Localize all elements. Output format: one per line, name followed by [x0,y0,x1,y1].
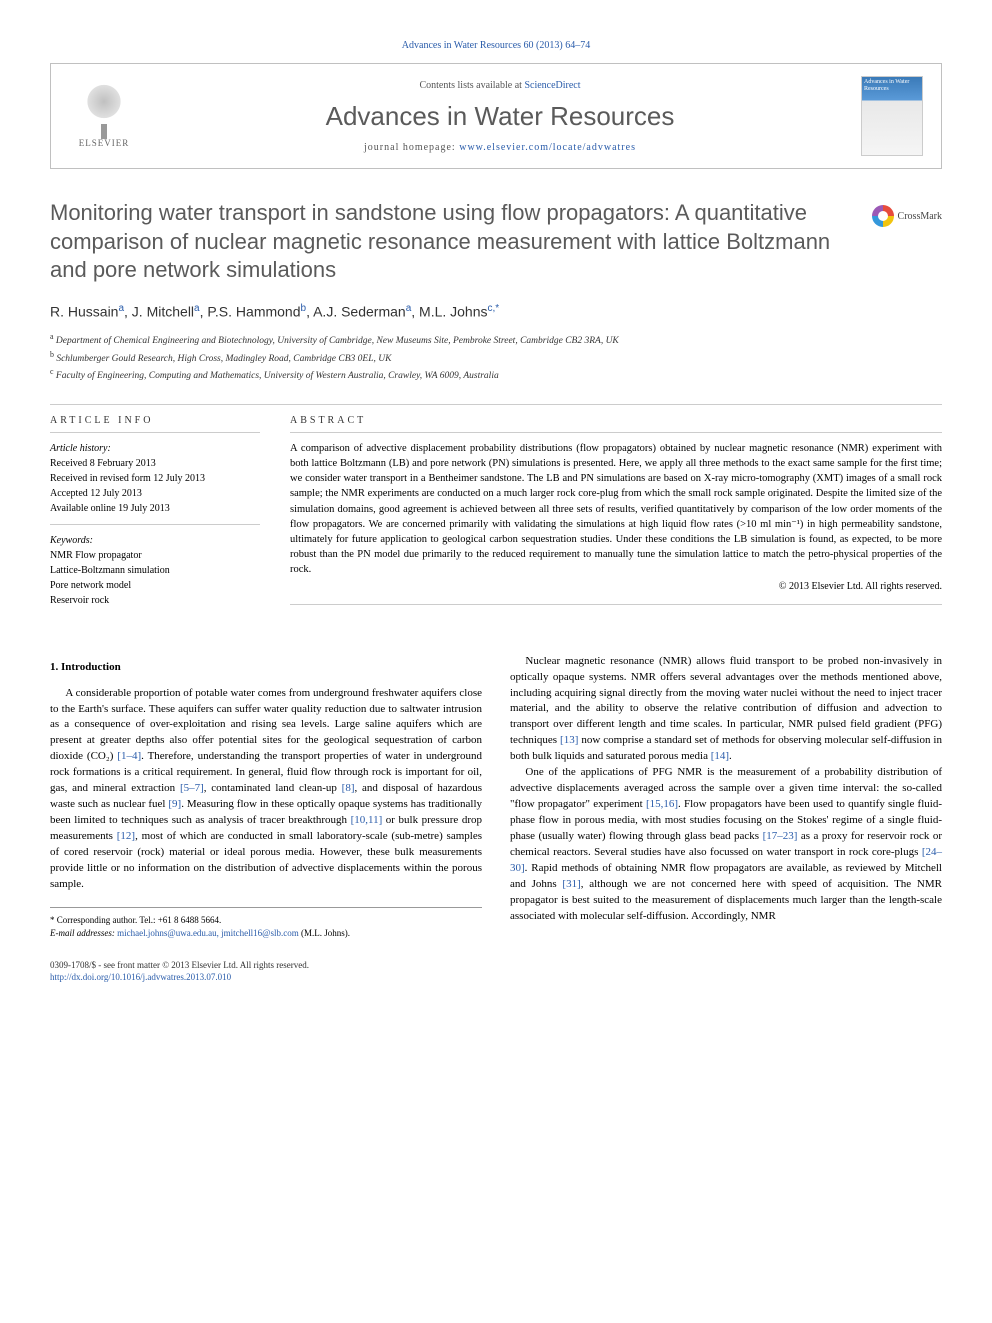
sciencedirect-link[interactable]: ScienceDirect [524,80,580,91]
abstract-copyright: © 2013 Elsevier Ltd. All rights reserved… [290,580,942,595]
divider [50,404,942,405]
contents-available: Contents lists available at ScienceDirec… [139,80,861,91]
footer-bar: 0309-1708/$ - see front matter © 2013 El… [50,959,942,984]
journal-cover-thumb[interactable]: Advances in Water Resources [861,76,923,156]
affiliation-line: c Faculty of Engineering, Computing and … [50,366,942,383]
issn-line: 0309-1708/$ - see front matter © 2013 El… [50,959,942,972]
keywords-block: Keywords: NMR Flow propagatorLattice-Bol… [50,533,260,616]
article-info-heading: ARTICLE INFO [50,415,260,433]
section-1-p1: A considerable proportion of potable wat… [50,686,482,893]
history-line: Received 8 February 2013 [50,456,260,471]
abstract-text: A comparison of advective displacement p… [290,441,942,605]
crossmark-label: CrossMark [898,211,942,222]
header-center: Contents lists available at ScienceDirec… [139,80,861,153]
crossmark-badge[interactable]: CrossMark [872,205,942,227]
keywords-label: Keywords: [50,533,260,548]
authors: R. Hussaina, J. Mitchella, P.S. Hammondb… [50,303,942,320]
body-columns: 1. Introduction A considerable proportio… [50,654,942,941]
info-abstract-row: ARTICLE INFO Article history: Received 8… [50,415,942,624]
section-1-p3: One of the applications of PFG NMR is th… [510,765,942,924]
keyword: Pore network model [50,578,260,593]
affiliations: a Department of Chemical Engineering and… [50,331,942,383]
elsevier-text: ELSEVIER [79,138,130,148]
article-title: Monitoring water transport in sandstone … [50,199,872,285]
contents-prefix: Contents lists available at [419,80,524,91]
journal-homepage: journal homepage: www.elsevier.com/locat… [139,142,861,153]
page-container: Advances in Water Resources 60 (2013) 64… [0,0,992,1024]
journal-header: ELSEVIER Contents lists available at Sci… [50,63,942,169]
corresponding-email[interactable]: michael.johns@uwa.edu.au, jmitchell16@sl… [117,928,299,938]
journal-ref-link[interactable]: Advances in Water Resources 60 (2013) 64… [402,40,590,51]
section-1-p2: Nuclear magnetic resonance (NMR) allows … [510,654,942,766]
keyword: Lattice-Boltzmann simulation [50,563,260,578]
article-history: Article history: Received 8 February 201… [50,441,260,525]
keyword: Reservoir rock [50,593,260,608]
section-1-heading: 1. Introduction [50,660,482,676]
abstract-body: A comparison of advective displacement p… [290,443,942,576]
doi-link[interactable]: http://dx.doi.org/10.1016/j.advwatres.20… [50,972,231,982]
history-label: Article history: [50,441,260,456]
journal-reference: Advances in Water Resources 60 (2013) 64… [50,40,942,51]
history-line: Received in revised form 12 July 2013 [50,471,260,486]
cover-thumb-title: Advances in Water Resources [864,79,920,92]
corresponding-name: (M.L. Johns). [301,928,350,938]
corresponding-tel: * Corresponding author. Tel.: +61 8 6488… [50,914,482,928]
homepage-prefix: journal homepage: [364,142,459,153]
keyword: NMR Flow propagator [50,548,260,563]
abstract-heading: ABSTRACT [290,415,942,433]
corresponding-author-note: * Corresponding author. Tel.: +61 8 6488… [50,907,482,941]
email-label: E-mail addresses: [50,928,117,938]
history-line: Accepted 12 July 2013 [50,486,260,501]
history-line: Available online 19 July 2013 [50,501,260,516]
title-row: Monitoring water transport in sandstone … [50,199,942,303]
crossmark-icon [872,205,894,227]
article-info: ARTICLE INFO Article history: Received 8… [50,415,260,624]
affiliation-line: a Department of Chemical Engineering and… [50,331,942,348]
journal-name: Advances in Water Resources [139,101,861,132]
elsevier-logo[interactable]: ELSEVIER [69,76,139,156]
elsevier-tree-icon [79,84,129,134]
homepage-link[interactable]: www.elsevier.com/locate/advwatres [459,142,636,153]
affiliation-line: b Schlumberger Gould Research, High Cros… [50,349,942,366]
abstract: ABSTRACT A comparison of advective displ… [290,415,942,624]
